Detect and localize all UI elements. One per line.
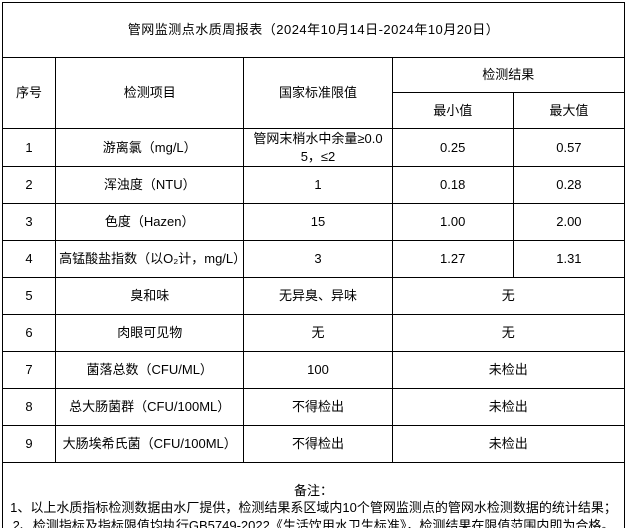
cell-item: 大肠埃希氏菌（CFU/100ML） <box>55 425 245 464</box>
notes-footer: 备注： 1、以上水质指标检测数据由水厂提供，检测结果系区域内10个管网监测点的管… <box>2 462 625 528</box>
cell-standard: 无异臭、异味 <box>243 277 393 316</box>
table-row: 6 肉眼可见物 无 无 <box>1 314 626 353</box>
table-row: 2 浑浊度（NTU） 1 0.18 0.28 <box>1 166 626 205</box>
cell-no: 4 <box>1 240 57 279</box>
cell-item: 菌落总数（CFU/ML） <box>55 351 245 390</box>
cell-result-merged: 无 <box>391 314 626 353</box>
cell-standard: 100 <box>243 351 393 390</box>
cell-no: 9 <box>1 425 57 464</box>
cell-result-merged: 未检出 <box>391 388 626 427</box>
cell-min: 1.27 <box>391 240 514 279</box>
header-max: 最大值 <box>512 92 626 129</box>
cell-item: 浑浊度（NTU） <box>55 166 245 205</box>
cell-no: 2 <box>1 166 57 205</box>
header-standard: 国家标准限值 <box>243 57 393 129</box>
cell-min: 0.25 <box>391 127 514 168</box>
table-row: 4 高锰酸盐指数（以O₂计，mg/L） 3 1.27 1.31 <box>1 240 626 279</box>
notes-line-2: 2、检测指标及指标限值均执行GB5749-2022《生活饮用水卫生标准》，检测结… <box>12 517 615 528</box>
cell-max: 2.00 <box>512 203 626 242</box>
cell-item: 臭和味 <box>55 277 245 316</box>
cell-min: 0.18 <box>391 166 514 205</box>
cell-item: 游离氯（mg/L） <box>55 127 245 168</box>
header-result-group: 检测结果 <box>391 57 626 93</box>
cell-standard: 3 <box>243 240 393 279</box>
cell-no: 6 <box>1 314 57 353</box>
cell-no: 5 <box>1 277 57 316</box>
table-row: 8 总大肠菌群（CFU/100ML） 不得检出 未检出 <box>1 388 626 427</box>
cell-max: 1.31 <box>512 240 626 279</box>
header-no: 序号 <box>1 57 57 129</box>
cell-result-merged: 未检出 <box>391 351 626 390</box>
cell-standard: 不得检出 <box>243 425 393 464</box>
cell-item: 色度（Hazen） <box>55 203 245 242</box>
cell-item: 总大肠菌群（CFU/100ML） <box>55 388 245 427</box>
cell-standard: 无 <box>243 314 393 353</box>
cell-no: 3 <box>1 203 57 242</box>
notes-label: 备注： <box>293 482 333 498</box>
cell-no: 7 <box>1 351 57 390</box>
cell-result-merged: 未检出 <box>391 425 626 464</box>
cell-standard: 15 <box>243 203 393 242</box>
table-row: 9 大肠埃希氏菌（CFU/100ML） 不得检出 未检出 <box>1 425 626 464</box>
table-row: 5 臭和味 无异臭、异味 无 <box>1 277 626 316</box>
cell-standard: 1 <box>243 166 393 205</box>
cell-min: 1.00 <box>391 203 514 242</box>
cell-no: 8 <box>1 388 57 427</box>
header-item: 检测项目 <box>55 57 245 129</box>
cell-item: 高锰酸盐指数（以O₂计，mg/L） <box>55 240 245 279</box>
cell-max: 0.57 <box>512 127 626 168</box>
header-min: 最小值 <box>391 92 514 129</box>
cell-result-merged: 无 <box>391 277 626 316</box>
cell-standard: 管网末梢水中余量≥0.05，≤2 <box>243 127 393 168</box>
notes-line-1: 1、以上水质指标检测数据由水厂提供，检测结果系区域内10个管网监测点的管网水检测… <box>10 500 617 516</box>
table-row: 3 色度（Hazen） 15 1.00 2.00 <box>1 203 626 242</box>
table-row: 7 菌落总数（CFU/ML） 100 未检出 <box>1 351 626 390</box>
cell-item: 肉眼可见物 <box>55 314 245 353</box>
cell-max: 0.28 <box>512 166 626 205</box>
report-title: 管网监测点水质周报表（2024年10月14日-2024年10月20日） <box>2 2 625 58</box>
table-row: 1 游离氯（mg/L） 管网末梢水中余量≥0.05，≤2 0.25 0.57 <box>1 127 626 168</box>
cell-standard: 不得检出 <box>243 388 393 427</box>
cell-no: 1 <box>1 127 57 168</box>
